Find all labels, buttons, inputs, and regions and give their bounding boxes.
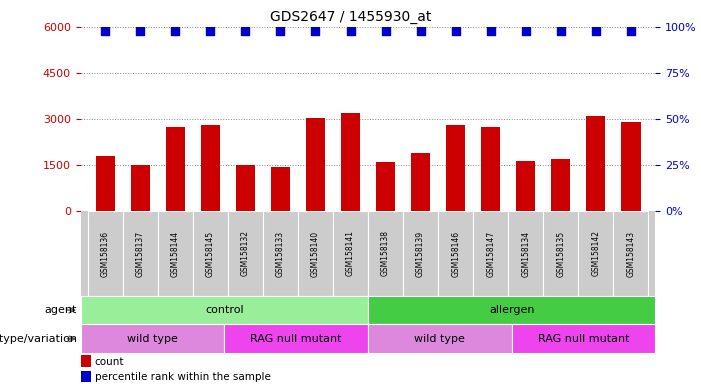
Text: GSM158135: GSM158135 <box>557 230 565 276</box>
Bar <box>438 211 473 296</box>
Text: percentile rank within the sample: percentile rank within the sample <box>95 372 271 382</box>
Text: GSM158138: GSM158138 <box>381 230 390 276</box>
Text: GSM158134: GSM158134 <box>522 230 530 276</box>
Bar <box>613 211 648 296</box>
Text: GSM158140: GSM158140 <box>311 230 320 276</box>
Point <box>450 28 461 34</box>
Point <box>380 28 391 34</box>
Bar <box>81 371 90 382</box>
Bar <box>130 165 150 211</box>
Bar <box>263 211 298 296</box>
Point <box>240 28 251 34</box>
Text: GSM158144: GSM158144 <box>171 230 179 276</box>
Bar <box>578 211 613 296</box>
Bar <box>81 356 90 367</box>
Text: GSM158146: GSM158146 <box>451 230 460 276</box>
Point <box>135 28 146 34</box>
Bar <box>271 167 290 211</box>
Text: GDS2647 / 1455930_at: GDS2647 / 1455930_at <box>270 10 431 23</box>
Bar <box>368 296 655 324</box>
Text: wild type: wild type <box>127 334 178 344</box>
Bar <box>621 122 641 211</box>
Bar <box>298 211 333 296</box>
Text: GSM158142: GSM158142 <box>592 230 600 276</box>
Bar <box>473 211 508 296</box>
Point <box>275 28 286 34</box>
Point <box>625 28 637 34</box>
Bar <box>123 211 158 296</box>
Bar <box>551 159 571 211</box>
Point <box>310 28 321 34</box>
Bar <box>508 211 543 296</box>
Bar <box>516 161 536 211</box>
Bar <box>368 324 512 353</box>
Text: control: control <box>205 305 244 315</box>
Bar <box>95 156 115 211</box>
Bar <box>81 324 224 353</box>
Bar <box>403 211 438 296</box>
Bar <box>306 118 325 211</box>
Text: GSM158141: GSM158141 <box>346 230 355 276</box>
Point <box>345 28 356 34</box>
Point <box>485 28 496 34</box>
Text: GSM158145: GSM158145 <box>206 230 215 276</box>
Text: 0: 0 <box>81 211 88 221</box>
Point <box>170 28 181 34</box>
Bar <box>586 116 606 211</box>
Bar <box>543 211 578 296</box>
Text: GSM158143: GSM158143 <box>627 230 635 276</box>
Bar <box>228 211 263 296</box>
Text: genotype/variation: genotype/variation <box>0 334 77 344</box>
Bar <box>193 211 228 296</box>
Bar <box>88 211 123 296</box>
Point <box>100 28 111 34</box>
Point <box>415 28 426 34</box>
Bar <box>81 296 368 324</box>
Bar <box>411 153 430 211</box>
Bar <box>341 113 360 211</box>
Text: GSM158136: GSM158136 <box>101 230 109 276</box>
Text: GSM158139: GSM158139 <box>416 230 425 276</box>
Text: RAG null mutant: RAG null mutant <box>538 334 629 344</box>
Point <box>590 28 601 34</box>
Text: GSM158137: GSM158137 <box>136 230 144 276</box>
Bar <box>376 162 395 211</box>
Bar <box>165 127 185 211</box>
Bar <box>333 211 368 296</box>
Bar <box>446 125 465 211</box>
Text: count: count <box>95 357 124 367</box>
Point <box>520 28 531 34</box>
Point <box>205 28 216 34</box>
Bar <box>481 127 501 211</box>
Text: GSM158133: GSM158133 <box>276 230 285 276</box>
Text: GSM158147: GSM158147 <box>486 230 495 276</box>
Point <box>555 28 566 34</box>
Text: GSM158132: GSM158132 <box>241 230 250 276</box>
Bar <box>200 125 220 211</box>
Bar <box>236 165 255 211</box>
Bar <box>368 211 403 296</box>
Text: RAG null mutant: RAG null mutant <box>250 334 342 344</box>
Text: allergen: allergen <box>489 305 534 315</box>
Text: wild type: wild type <box>414 334 465 344</box>
Bar <box>158 211 193 296</box>
Text: 0: 0 <box>648 211 655 221</box>
Text: agent: agent <box>45 305 77 315</box>
Bar <box>512 324 655 353</box>
Bar <box>224 324 368 353</box>
